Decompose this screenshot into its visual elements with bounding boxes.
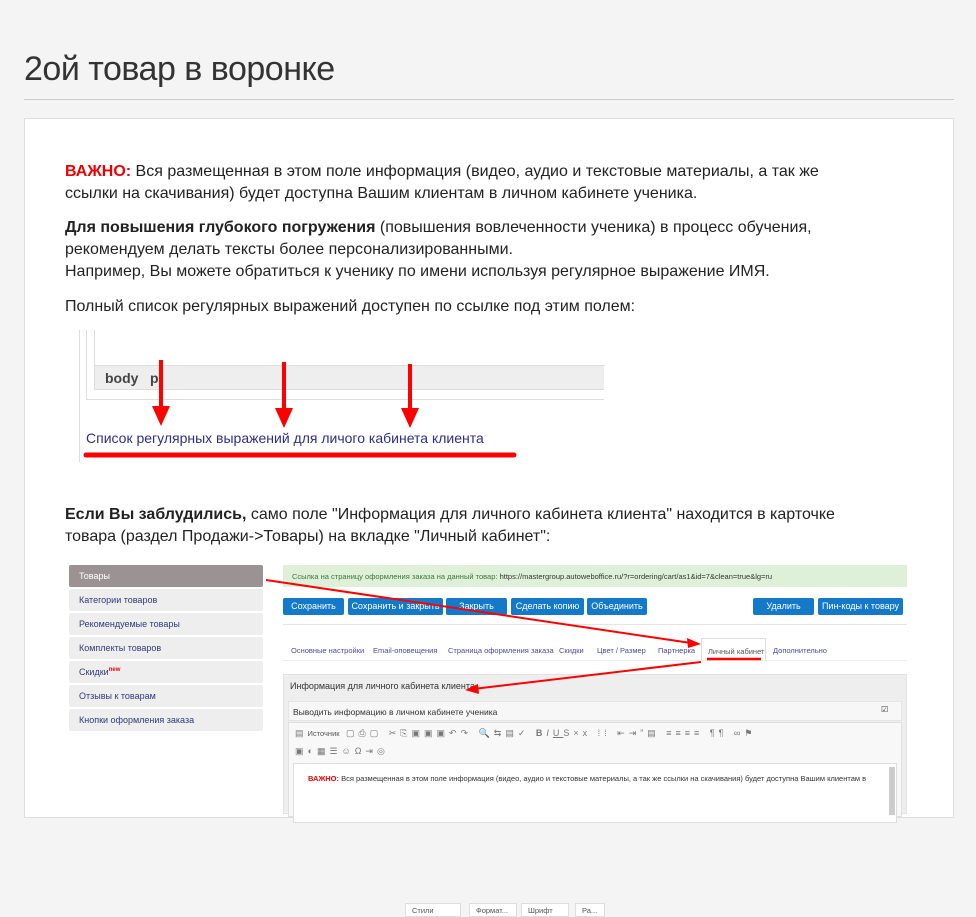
editor-text: Вся размещенная в этом поле информация (… — [339, 774, 867, 783]
important-label: ВАЖНО: — [65, 163, 132, 180]
path-p: p — [150, 370, 159, 386]
tab-affiliate[interactable]: Партнерка — [658, 646, 696, 655]
editor-toolbar-row2: ▣◐▦☰☺Ω⇥◎ — [295, 746, 389, 756]
sidebar-item-recommended[interactable]: Рекомендуемые товары — [69, 613, 263, 635]
important-text: Вся размещенная в этом поле информация (… — [65, 163, 819, 202]
red-arrows — [83, 360, 517, 458]
path-body: body — [105, 370, 139, 386]
section-title: Информация для личного кабинета клиента — [290, 681, 475, 691]
product-card-screenshot: Товары Категории товаров Рекомендуемые т… — [69, 562, 911, 917]
personal-cabinet-panel: Информация для личного кабинета клиента … — [283, 674, 907, 917]
personalization-example: Например, Вы можете обратиться к ученику… — [65, 263, 770, 280]
show-info-label: Выводить информацию в личном кабинете уч… — [293, 707, 498, 717]
format-select[interactable]: Формат... — [469, 903, 517, 917]
editor-toolbar-row1: ▤Источник ▢⎙▢ ✂⎘▣▣▣↶↷ 🔍⇆▤✓ BIUS×x ⁞⁞ ⇤⇥”… — [295, 728, 757, 738]
save-close-button[interactable]: Сохранить и закрыть — [348, 598, 443, 615]
order-link-banner: Ссылка на страницу оформления заказа на … — [283, 565, 907, 587]
size-select[interactable]: Ра... — [575, 903, 605, 917]
save-button[interactable]: Сохранить — [283, 598, 344, 615]
rich-text-editor: ▤Источник ▢⎙▢ ✂⎘▣▣▣↶↷ 🔍⇆▤✓ BIUS×x ⁞⁞ ⇤⇥”… — [288, 722, 902, 917]
tab-personal-cabinet[interactable]: Личный кабинет — [701, 638, 766, 660]
merge-button[interactable]: Объединить — [587, 598, 647, 615]
tab-additional[interactable]: Дополнительно — [773, 646, 827, 655]
order-link-label: Ссылка на страницу оформления заказа на … — [292, 572, 498, 581]
personalization-text: (повышения вовлеченности ученика) в проц… — [65, 219, 812, 258]
lost-bold: Если Вы заблудились, — [65, 506, 247, 523]
editor-screenshot: body p Список регулярных выражений для л… — [79, 330, 605, 462]
order-link-url[interactable]: https://mastergroup.autoweboffice.ru/?r=… — [499, 572, 773, 581]
sidebar-item-reviews[interactable]: Отзывы к товарам — [69, 685, 263, 707]
lost-paragraph: Если Вы заблудились, само поле "Информац… — [65, 504, 865, 548]
editor-content[interactable]: ВАЖНО: Вся размещенная в этом поле инфор… — [293, 763, 897, 823]
close-button[interactable]: Закрыть — [446, 598, 507, 615]
sidebar-item-categories[interactable]: Категории товаров — [69, 589, 263, 611]
source-button[interactable]: Источник — [307, 729, 340, 738]
personalization-bold: Для повышения глубокого погружения — [65, 219, 376, 236]
sidebar-item-discounts[interactable]: Скидкиnew — [69, 661, 263, 683]
sidebar-item-bundles[interactable]: Комплекты товаров — [69, 637, 263, 659]
important-paragraph: ВАЖНО: Вся размещенная в этом поле инфор… — [65, 161, 865, 205]
sidebar-item-products[interactable]: Товары — [69, 565, 263, 587]
content-card: ВАЖНО: Вся размещенная в этом поле инфор… — [24, 118, 954, 917]
delete-button[interactable]: Удалить — [753, 598, 814, 615]
font-select[interactable]: Шрифт — [521, 903, 569, 917]
regex-list-paragraph: Полный список регулярных выражений досту… — [65, 298, 636, 315]
page-title: 2ой товар в воронке — [24, 50, 335, 88]
lost-text: само поле "Информация для личного кабине… — [65, 506, 835, 545]
new-badge: new — [108, 667, 121, 673]
show-info-checkbox[interactable]: ☑ — [881, 705, 889, 714]
editor-scrollbar[interactable] — [889, 767, 895, 815]
discounts-label: Скидки — [79, 667, 109, 677]
regex-list-link[interactable]: Список регулярных выражений для личого к… — [86, 430, 484, 446]
editor-important-label: ВАЖНО: — [308, 774, 339, 783]
pin-codes-button[interactable]: Пин-коды к товару — [818, 598, 903, 615]
tab-order-page[interactable]: Страница оформления заказа — [448, 646, 554, 655]
styles-select[interactable]: Стили — [405, 903, 461, 917]
copy-button[interactable]: Сделать копию — [511, 598, 584, 615]
tab-personal-cabinet-label: Личный кабинет — [708, 647, 765, 656]
tab-discounts[interactable]: Скидки — [559, 646, 584, 655]
personalization-paragraph: Для повышения глубокого погружения (повы… — [65, 217, 865, 283]
tab-email[interactable]: Email-оповещения — [373, 646, 438, 655]
tab-main-settings[interactable]: Основные настройки — [291, 646, 365, 655]
sidebar-item-order-buttons[interactable]: Кнопки оформления заказа — [69, 709, 263, 731]
tab-color-size[interactable]: Цвет / Размер — [597, 646, 646, 655]
title-divider — [24, 99, 954, 100]
